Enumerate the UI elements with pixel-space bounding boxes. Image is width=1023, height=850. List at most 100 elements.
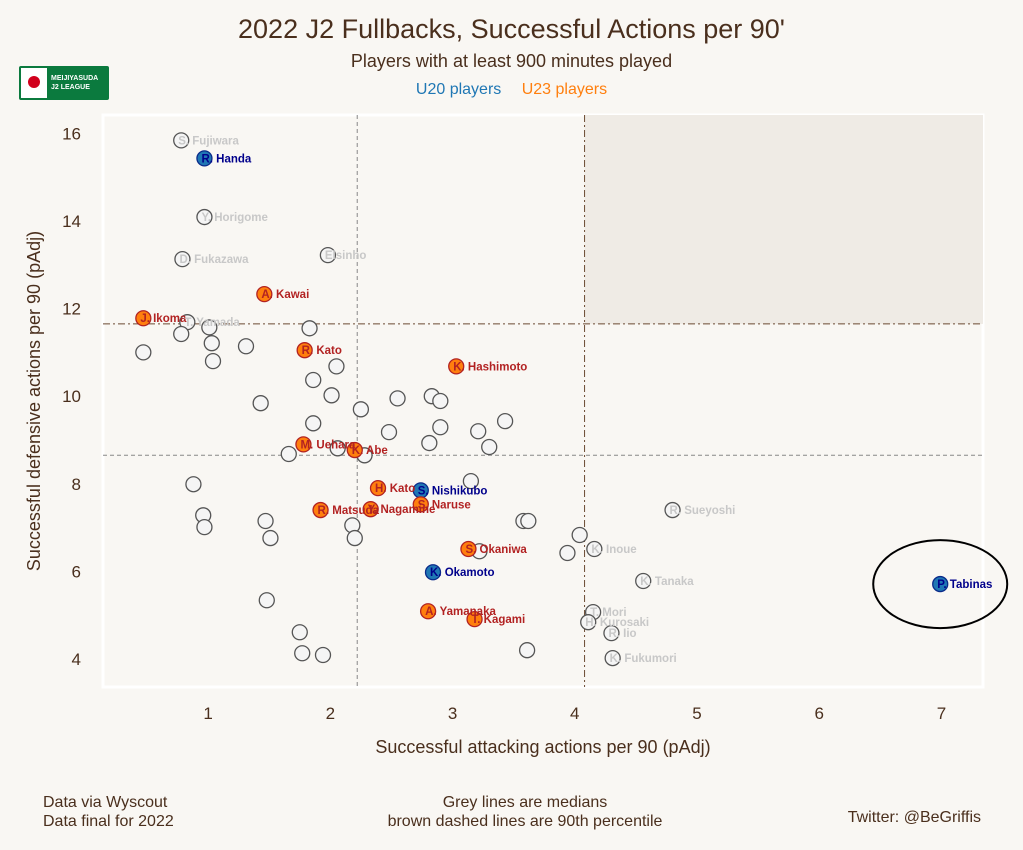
point-label: S. Fujiwara bbox=[178, 135, 239, 147]
point-label: R. Kato bbox=[302, 345, 342, 357]
data-point bbox=[559, 544, 576, 562]
data-point bbox=[196, 518, 213, 536]
x-tick-label: 1 bbox=[203, 704, 212, 723]
data-point bbox=[466, 610, 483, 628]
data-point bbox=[586, 540, 603, 558]
data-point bbox=[237, 338, 255, 355]
data-point bbox=[481, 438, 498, 456]
point-label: R. Handa bbox=[201, 153, 251, 165]
data-point bbox=[518, 642, 536, 659]
footer-left-1: Data via Wyscout bbox=[43, 794, 168, 811]
data-point bbox=[135, 310, 152, 327]
y-tick-label: 10 bbox=[62, 387, 81, 406]
legend: U20 players U23 players bbox=[0, 81, 1023, 99]
x-tick-label: 4 bbox=[570, 704, 579, 723]
point-label: D. Fukazawa bbox=[179, 254, 249, 266]
data-point bbox=[496, 412, 514, 430]
y-tick-label: 16 bbox=[62, 124, 81, 143]
data-point bbox=[389, 390, 406, 407]
data-point bbox=[369, 480, 387, 497]
x-tick-label: 3 bbox=[448, 704, 457, 723]
data-point bbox=[571, 526, 588, 544]
data-point bbox=[314, 646, 332, 664]
data-point bbox=[448, 358, 465, 375]
top-quadrant-shading bbox=[584, 115, 983, 324]
data-point bbox=[580, 614, 597, 631]
highlight-ellipse bbox=[872, 539, 1009, 630]
y-tick-label: 4 bbox=[72, 650, 81, 669]
data-point bbox=[635, 572, 652, 590]
point-label: T. Kagami bbox=[472, 614, 526, 626]
data-point bbox=[305, 371, 322, 389]
point-label: K. Inoue bbox=[591, 544, 636, 556]
data-point bbox=[460, 540, 477, 558]
point-label: R. Matsuda bbox=[318, 505, 380, 517]
data-point bbox=[604, 649, 621, 667]
point-label: S. Nishikubo bbox=[418, 485, 488, 497]
logo-line2: J2 LEAGUE bbox=[51, 84, 90, 91]
data-point bbox=[346, 441, 363, 459]
data-point bbox=[258, 592, 275, 609]
legend-u23: U23 players bbox=[521, 81, 608, 98]
data-point bbox=[296, 342, 313, 359]
footer-left-2: Data final for 2022 bbox=[43, 813, 174, 830]
x-axis-label: Successful attacking actions per 90 (pAd… bbox=[375, 737, 710, 757]
league-mark-icon bbox=[21, 68, 47, 98]
data-point bbox=[262, 529, 279, 547]
data-point bbox=[312, 501, 329, 519]
point-label: S. Okaniwa bbox=[465, 544, 527, 556]
point-label: T. Mori bbox=[590, 607, 626, 619]
data-point bbox=[257, 512, 274, 530]
point-label: J. Ikoma bbox=[140, 313, 187, 325]
point-label: K. Okamoto bbox=[430, 567, 495, 579]
data-point bbox=[462, 473, 480, 490]
y-tick-label: 8 bbox=[72, 475, 81, 494]
chart-subtitle: Players with at least 900 minutes played bbox=[350, 51, 673, 71]
point-label: A. Yamanaka bbox=[425, 606, 496, 618]
data-point bbox=[424, 564, 442, 581]
data-point bbox=[252, 395, 269, 412]
data-point bbox=[204, 352, 222, 370]
data-point bbox=[295, 436, 312, 453]
data-point bbox=[380, 423, 398, 441]
y-tick-label: 6 bbox=[72, 562, 81, 581]
x-tick-label: 5 bbox=[692, 704, 701, 723]
data-point bbox=[280, 445, 297, 463]
y-axis-label: Successful defensive actions per 90 (pAd… bbox=[24, 231, 44, 571]
point-label: M. Uehara bbox=[300, 439, 356, 451]
data-point bbox=[305, 415, 322, 432]
data-point bbox=[173, 325, 190, 343]
x-tick-label: 6 bbox=[814, 704, 823, 723]
data-point bbox=[294, 645, 311, 662]
point-label: Y. Horigome bbox=[201, 212, 267, 224]
data-point bbox=[185, 476, 202, 493]
x-tick-label: 7 bbox=[937, 704, 946, 723]
data-point bbox=[346, 529, 363, 547]
point-label: T. Yamada bbox=[184, 317, 240, 329]
point-label: H. Kato bbox=[375, 483, 415, 495]
data-point bbox=[291, 624, 308, 641]
x-tick-label: 2 bbox=[326, 704, 335, 723]
data-point bbox=[470, 423, 487, 440]
data-point bbox=[135, 344, 152, 361]
data-point bbox=[301, 320, 318, 337]
data-point bbox=[328, 358, 345, 375]
point-label: S. Naruse bbox=[418, 499, 471, 511]
data-point bbox=[329, 440, 346, 457]
data-point bbox=[432, 419, 449, 436]
data-point bbox=[421, 434, 438, 452]
data-point bbox=[196, 208, 213, 226]
data-point bbox=[196, 150, 213, 167]
y-tick-label: 12 bbox=[62, 300, 81, 319]
data-point bbox=[256, 285, 273, 303]
data-point bbox=[603, 624, 620, 642]
point-label: A. Kawai bbox=[261, 289, 309, 301]
footer-center-2: brown dashed lines are 90th percentile bbox=[387, 813, 663, 830]
chart-title: 2022 J2 Fullbacks, Successful Actions pe… bbox=[238, 14, 785, 44]
footer-twitter: Twitter: @BeGriffis bbox=[847, 809, 981, 826]
data-point bbox=[412, 496, 429, 513]
data-point bbox=[174, 250, 191, 268]
point-label: K. Abe bbox=[352, 445, 388, 457]
logo-line1: MEIJIYASUDA bbox=[51, 75, 99, 82]
point-label: K. Hashimoto bbox=[453, 361, 527, 373]
